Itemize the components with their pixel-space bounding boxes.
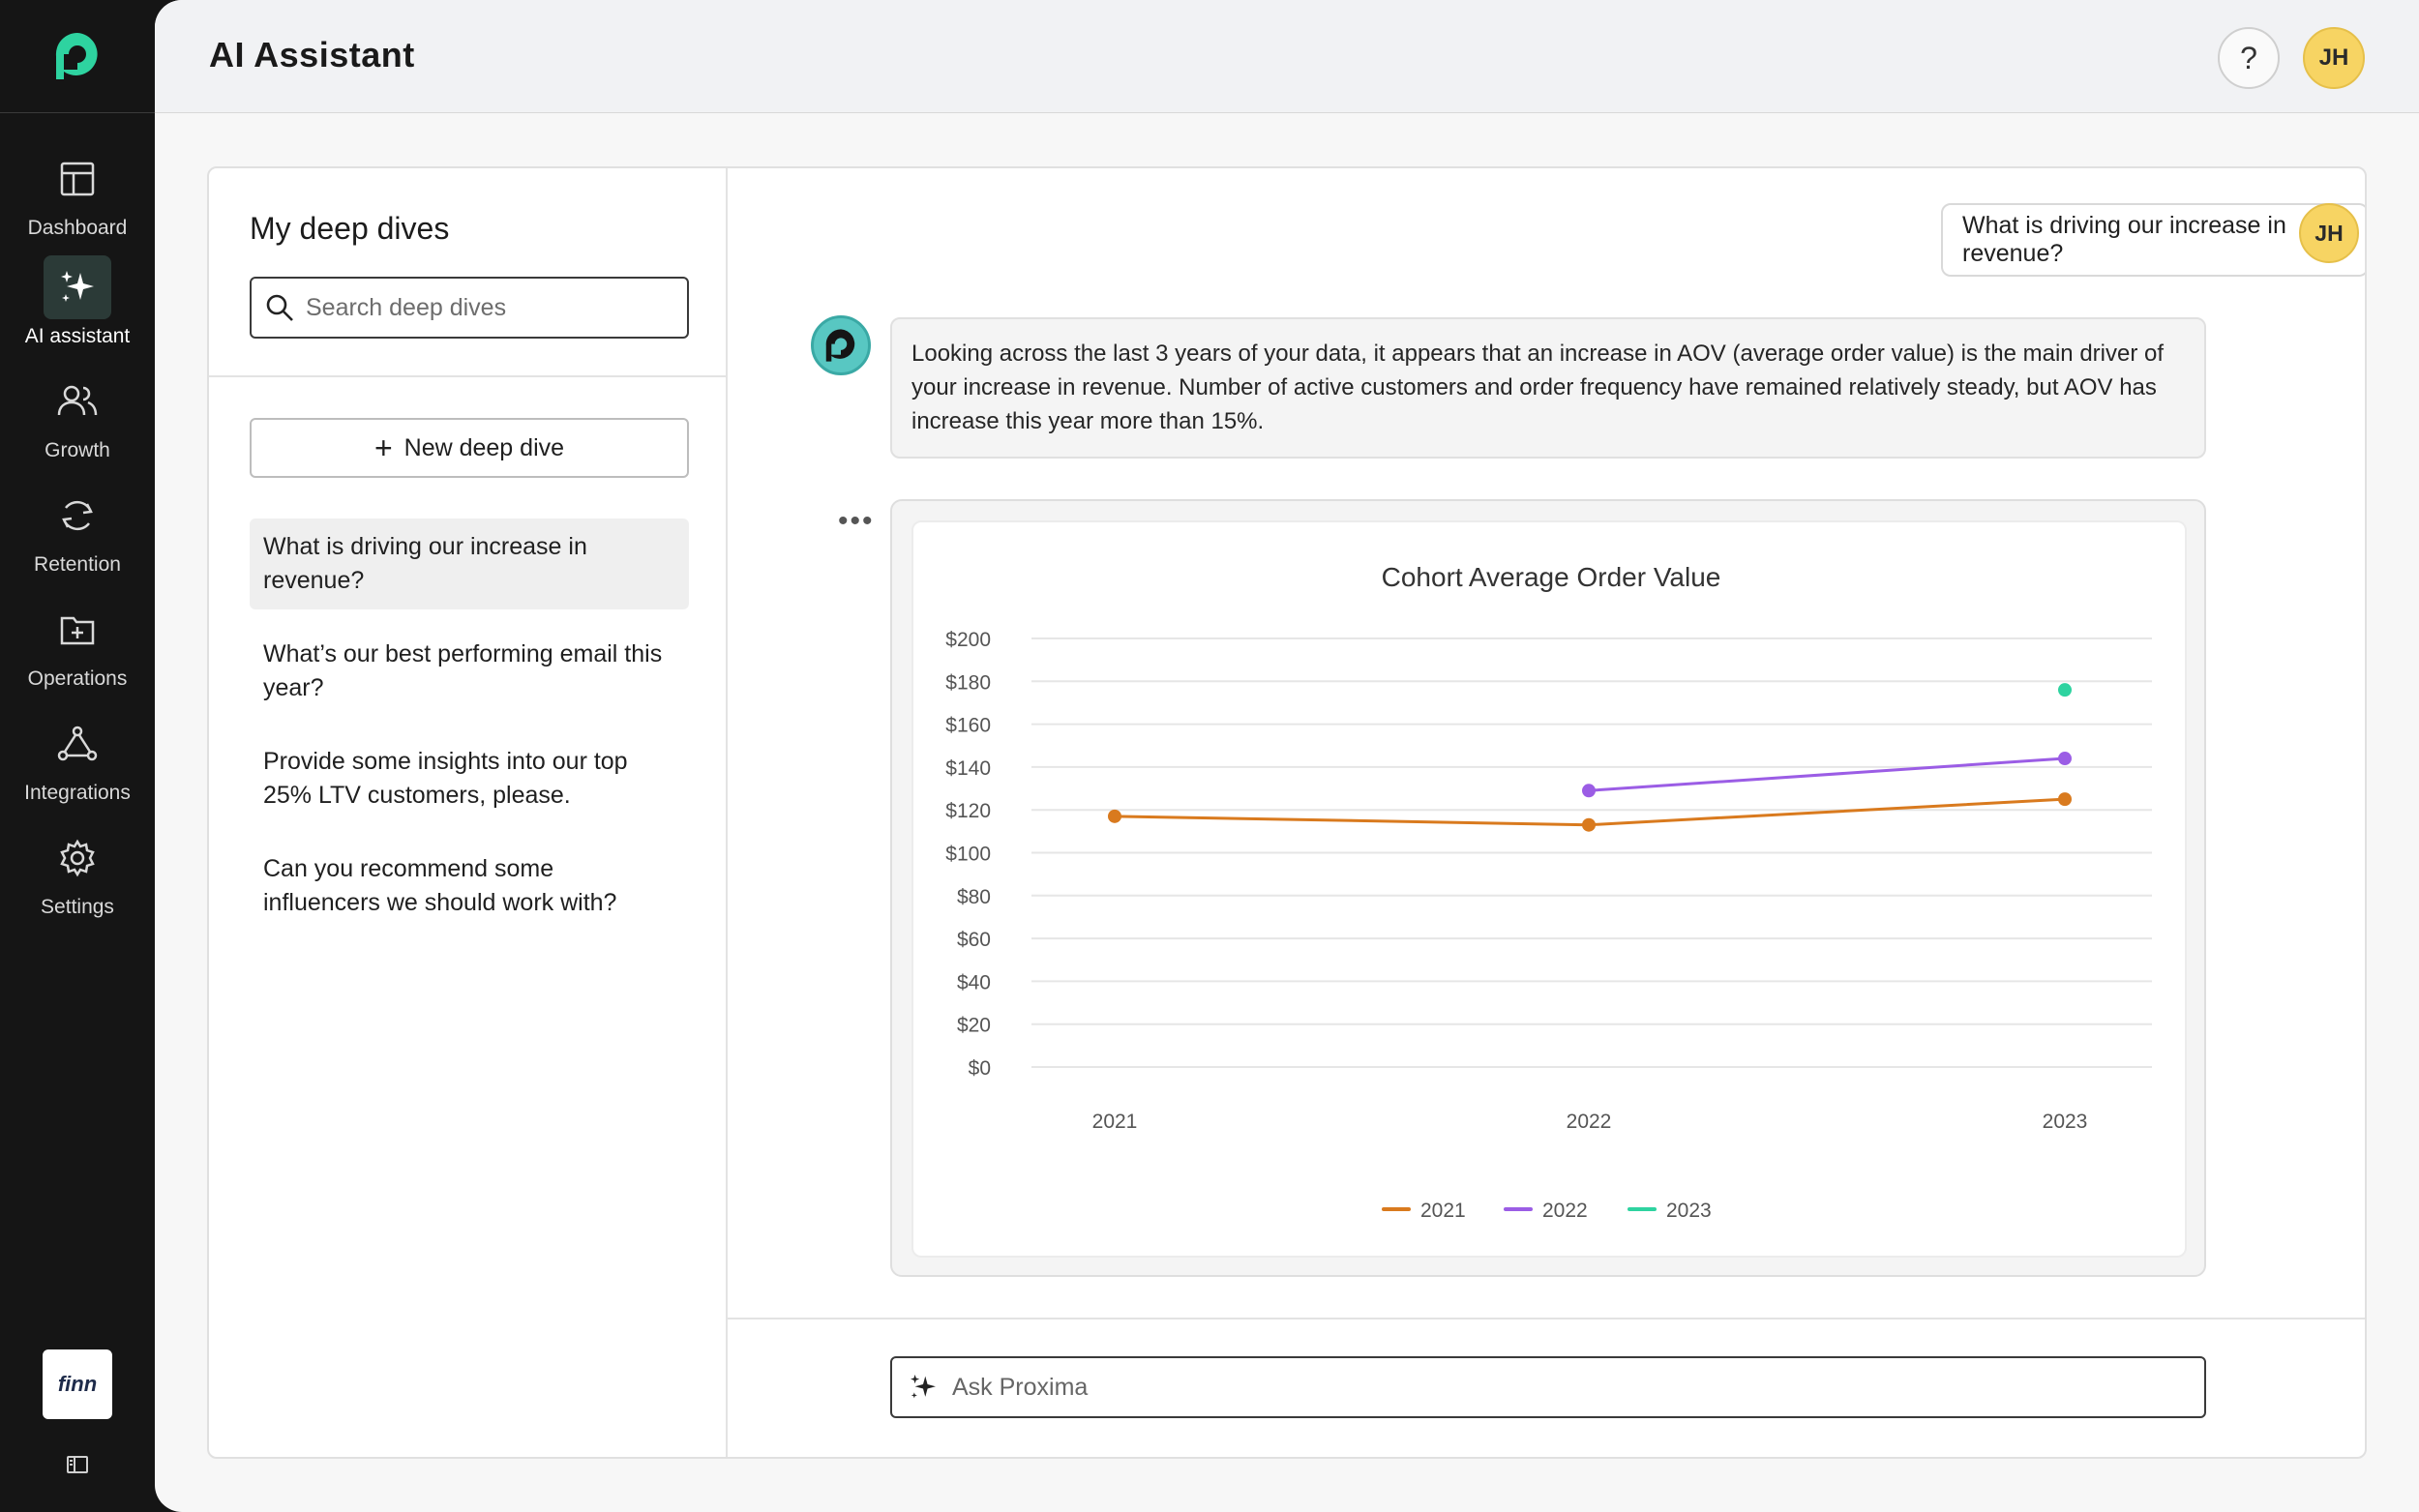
x-tick-label: 2022	[1567, 1111, 1612, 1133]
main-area: AI Assistant ? JH My deep dives + New de…	[155, 0, 2419, 1512]
message-user-initials: JH	[2314, 220, 2344, 246]
dashboard-icon	[44, 147, 111, 211]
logo[interactable]	[0, 0, 155, 113]
nav-item-label: Growth	[45, 439, 110, 461]
line-chart: Cohort Average Order Value $0 $20 $40 $60 $80…	[945, 562, 2152, 1222]
nav-item-operations[interactable]: Operations	[0, 598, 155, 704]
network-icon	[44, 712, 111, 776]
nav-item-ai-assistant[interactable]: AI assistant	[0, 255, 155, 362]
user-message: What is driving our increase in revenue?	[1941, 203, 2365, 277]
y-tick-label: $160	[945, 715, 991, 737]
assistant-message-text: Looking across the last 3 years of your …	[911, 341, 2165, 434]
nav-item-label: Integrations	[24, 782, 131, 804]
nav-item-label: Settings	[41, 896, 114, 918]
sparkle-icon	[911, 1375, 936, 1399]
nav-item-label: Dashboard	[27, 217, 128, 239]
assistant-avatar	[811, 315, 871, 375]
more-options-icon[interactable]: •••	[838, 505, 875, 537]
assistant-logo-icon	[825, 329, 855, 362]
page-title: AI Assistant	[209, 35, 415, 74]
workspace-logo[interactable]: finn	[43, 1349, 112, 1419]
x-tick-label: 2023	[2043, 1111, 2088, 1133]
chart-card: Cohort Average Order Value $0 $20 $40 $60 $80…	[911, 520, 2187, 1258]
search-input[interactable]	[306, 293, 673, 322]
y-tick-label: $0	[969, 1057, 991, 1080]
y-tick-label: $120	[945, 800, 991, 822]
data-point-2022	[2058, 752, 2072, 766]
y-tick-label: $40	[957, 971, 991, 993]
sparkle-icon	[44, 255, 111, 319]
deep-dive-item[interactable]: What is driving our increase in revenue?	[250, 519, 689, 609]
data-point-2021	[1108, 809, 1121, 823]
nav-item-label: Operations	[27, 667, 128, 690]
workspace-logo-label: finn	[57, 1372, 98, 1396]
y-tick-label: $100	[945, 844, 991, 866]
deep-dives-title: My deep dives	[250, 211, 450, 246]
deep-dive-item[interactable]: Provide some insights into our top 25% L…	[263, 748, 628, 809]
data-point-2022	[1582, 784, 1596, 798]
nav-item-label: Retention	[34, 553, 121, 576]
y-tick-label: $80	[957, 886, 991, 908]
users-icon	[44, 370, 111, 433]
y-tick-label: $200	[945, 629, 991, 651]
top-bar: AI Assistant ? JH	[155, 0, 2419, 113]
plus-icon: +	[373, 430, 393, 465]
chart-container: Cohort Average Order Value $0 $20 $40 $60 $80…	[890, 499, 2206, 1277]
y-tick-label: $180	[945, 671, 991, 694]
gear-icon	[44, 826, 111, 890]
ask-input[interactable]	[952, 1373, 2171, 1402]
new-deep-dive-label: New deep dive	[403, 433, 565, 461]
deep-dive-item[interactable]: Can you recommend some influencers we sh…	[263, 855, 617, 916]
series-line-2022	[1588, 756, 2066, 792]
data-point-2021	[1582, 817, 1596, 832]
user-initials: JH	[2318, 44, 2349, 71]
divider	[209, 375, 728, 377]
nav-item-integrations[interactable]: Integrations	[0, 712, 155, 818]
data-point-2023	[2058, 683, 2072, 697]
sidebar-toggle-icon[interactable]	[62, 1451, 93, 1478]
assistant-message: Looking across the last 3 years of your …	[890, 317, 2206, 459]
chart-title: Cohort Average Order Value	[1382, 562, 1721, 592]
user-message-text: What is driving our increase in revenue?	[1962, 212, 2286, 267]
message-user-avatar: JH	[2299, 203, 2359, 263]
nav-item-growth[interactable]: Growth	[0, 370, 155, 476]
divider	[728, 1318, 2365, 1319]
data-point-2021	[2058, 792, 2072, 807]
assistant-card: My deep dives + New deep dive What is dr…	[207, 166, 2367, 1459]
new-deep-dive-button[interactable]: + New deep dive	[250, 418, 689, 478]
search-box[interactable]	[250, 277, 689, 339]
ask-box[interactable]	[890, 1356, 2206, 1418]
refresh-icon	[44, 484, 111, 548]
logo-icon	[55, 32, 98, 79]
y-tick-label: $140	[945, 757, 991, 780]
chat-panel: What is driving our increase in revenue?…	[728, 168, 2365, 1457]
folder-plus-icon	[44, 598, 111, 662]
y-tick-label: $60	[957, 929, 991, 951]
help-button[interactable]: ?	[2218, 27, 2280, 89]
help-icon: ?	[2240, 40, 2257, 75]
nav-item-dashboard[interactable]: Dashboard	[0, 147, 155, 253]
x-tick-label: 2021	[1092, 1111, 1138, 1133]
nav-item-retention[interactable]: Retention	[0, 484, 155, 590]
y-tick-label: $20	[957, 1015, 991, 1037]
user-avatar[interactable]: JH	[2303, 27, 2365, 89]
legend-label: 2022	[1542, 1200, 1588, 1222]
nav-item-settings[interactable]: Settings	[0, 826, 155, 933]
legend-label: 2021	[1420, 1200, 1466, 1222]
deep-dives-panel: My deep dives + New deep dive What is dr…	[209, 168, 728, 1457]
nav-item-label: AI assistant	[24, 325, 131, 347]
search-icon	[266, 294, 293, 321]
deep-dive-item[interactable]: What’s our best performing email this ye…	[263, 640, 663, 701]
left-nav: Dashboard AI assistant Growth Retention …	[0, 0, 155, 1512]
legend-label: 2023	[1666, 1200, 1712, 1222]
